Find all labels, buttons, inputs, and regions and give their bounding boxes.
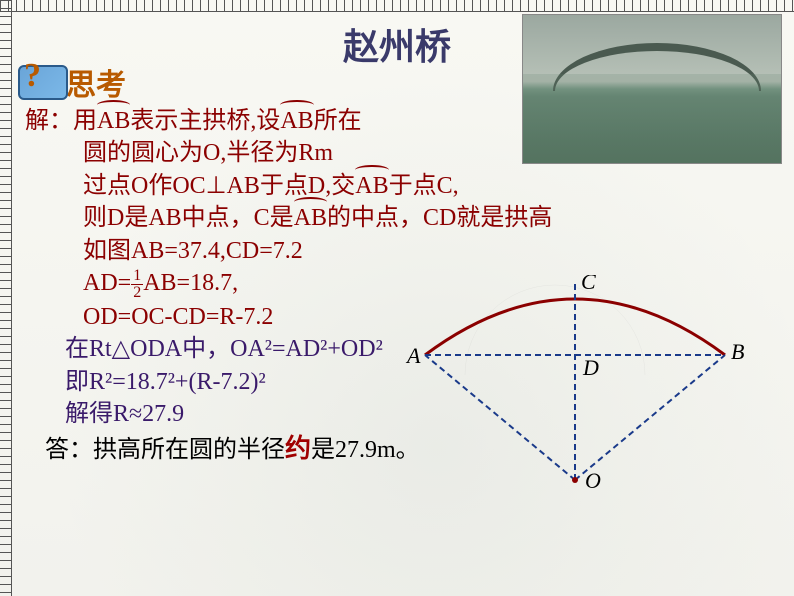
sol-line-2: 圆的圆心为O,半径为Rm: [25, 137, 779, 169]
label-C: C: [581, 275, 596, 294]
ans-a: 答：拱高所在圆的半径: [45, 437, 285, 463]
diagram-svg: A B C D O: [405, 275, 750, 505]
label-A: A: [405, 343, 421, 368]
t: 所在: [314, 108, 362, 134]
t: 表示主拱桥,设: [130, 108, 280, 134]
t: 过点O作OC⊥AB于点D,交: [83, 173, 355, 199]
sol-line-1: 解：用AB表示主拱桥,设AB所在: [25, 105, 779, 137]
t: AB=18.7,: [143, 270, 238, 296]
arc-ab-1: AB: [97, 105, 130, 137]
num: 1: [131, 268, 143, 285]
t: 用: [73, 108, 97, 134]
fraction-half: 12: [131, 268, 143, 301]
answer-emph: 约: [285, 434, 311, 463]
label-B: B: [731, 339, 744, 364]
arc-ab-2: AB: [280, 105, 313, 137]
ruler-top: [0, 0, 794, 12]
ans-b: 是27.9m。: [311, 437, 420, 463]
geometry-diagram: A B C D O: [405, 275, 750, 505]
point-O: [572, 477, 578, 483]
think-label: 思考: [66, 69, 126, 102]
t: 则D是AB中点，C是: [83, 205, 294, 231]
sol-line-5: 如图AB=37.4,CD=7.2: [25, 235, 779, 267]
ruler-left: [0, 0, 12, 596]
think-callout: 思考: [18, 60, 126, 104]
sol-prefix: 解：: [25, 108, 73, 134]
question-icon: [18, 65, 68, 100]
t: 于点C,: [389, 173, 459, 199]
sol-line-3: 过点O作OC⊥AB于点D,交AB于点C,: [25, 170, 779, 202]
label-D: D: [582, 355, 599, 380]
den: 2: [131, 285, 143, 301]
line-OA: [425, 355, 575, 480]
label-O: O: [585, 468, 601, 493]
t: AD=: [83, 270, 131, 296]
arc-ab-4: AB: [294, 202, 327, 234]
sol-line-4: 则D是AB中点，C是AB的中点，CD就是拱高: [25, 202, 779, 234]
t: 的中点，CD就是拱高: [327, 205, 552, 231]
arc-ab-3: AB: [355, 170, 388, 202]
